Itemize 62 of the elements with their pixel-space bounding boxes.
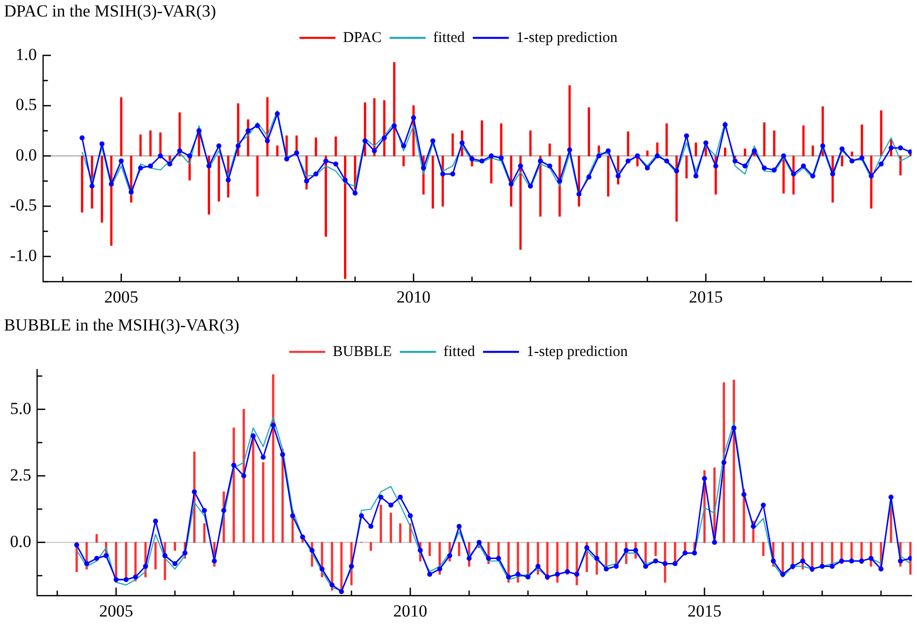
bar <box>110 156 112 246</box>
bar <box>399 523 402 543</box>
legend-label: 1-step prediction <box>516 30 618 46</box>
bar <box>724 148 726 156</box>
bar <box>402 156 405 166</box>
bar <box>380 504 382 543</box>
legend-label: DPAC <box>342 30 382 46</box>
bar <box>607 156 610 196</box>
bar <box>694 142 698 156</box>
bar <box>762 542 764 556</box>
legend-label: fitted <box>433 30 466 46</box>
bar <box>654 542 657 556</box>
bar <box>370 542 372 551</box>
bar <box>373 98 376 156</box>
bar <box>870 156 872 209</box>
bar <box>432 156 434 209</box>
bar <box>850 152 854 156</box>
x-tick-label: 2010 <box>393 601 428 620</box>
x-tick-label: 2010 <box>396 287 431 306</box>
y-tick-label: 0.0 <box>16 145 37 164</box>
legend-label: fitted <box>443 344 476 360</box>
y-tick-label: 1.0 <box>16 44 37 64</box>
bar <box>773 130 776 156</box>
chart-title: BUBBLE in the MSIH(3)-VAR(3) <box>4 316 240 335</box>
bar <box>232 428 235 543</box>
bar <box>428 542 431 556</box>
bar <box>548 144 551 156</box>
bar <box>763 122 766 156</box>
bar <box>262 462 264 543</box>
bar <box>383 100 386 156</box>
bar <box>218 156 220 202</box>
x-tick-label: 2005 <box>104 287 138 306</box>
x-tick-label: 2015 <box>687 601 722 620</box>
y-tick-label: 0.5 <box>16 95 37 114</box>
bar <box>666 123 668 156</box>
bar <box>334 136 337 156</box>
bar <box>744 148 746 156</box>
bar <box>880 110 882 156</box>
bar <box>242 408 245 543</box>
chart-title: DPAC in the MSIH(3)-VAR(3) <box>4 2 216 21</box>
bar <box>812 146 814 156</box>
x-tick-label: 2005 <box>99 601 134 620</box>
bar <box>344 156 346 279</box>
bar <box>276 146 278 156</box>
bar <box>646 150 648 156</box>
bar <box>452 133 454 156</box>
bar <box>458 542 460 556</box>
bar <box>272 374 274 543</box>
y-tick-label: -1.0 <box>10 246 37 265</box>
bar <box>203 523 206 543</box>
y-tick-label: 2.5 <box>10 465 32 484</box>
y-tick-label: 5.0 <box>10 398 32 418</box>
y-tick-label: 0.0 <box>10 532 32 551</box>
bar <box>390 512 392 543</box>
legend-label: 1-step prediction <box>526 344 628 360</box>
legend-label: BUBBLE <box>332 344 392 360</box>
bar <box>840 156 844 166</box>
bar <box>120 97 122 156</box>
bar <box>393 62 396 156</box>
x-tick-label: 2015 <box>688 287 723 306</box>
bar <box>96 534 98 543</box>
y-tick-label: -0.5 <box>10 196 37 215</box>
